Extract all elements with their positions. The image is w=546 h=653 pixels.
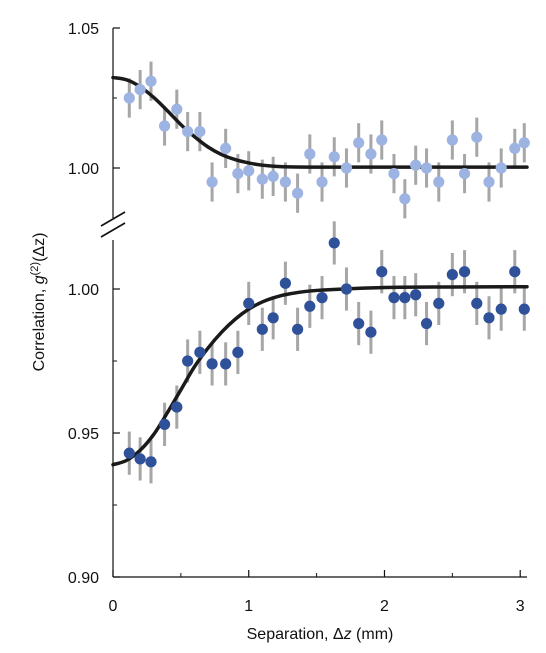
- fit-line: [111, 75, 529, 169]
- data-point: [410, 159, 422, 171]
- data-point: [365, 148, 377, 160]
- data-point: [518, 303, 530, 315]
- y-tick-label: 0.90: [68, 570, 99, 587]
- y-tick-label: 0.95: [68, 426, 99, 443]
- data-point: [388, 292, 400, 304]
- data-point: [232, 168, 244, 180]
- data-point: [365, 326, 377, 338]
- data-point: [134, 84, 146, 96]
- x-tick-label: 2: [380, 598, 389, 615]
- y-axis-title: Correlation, g(2)(Δz): [29, 233, 48, 372]
- axis-break-line: [100, 222, 126, 238]
- lower-panel: [111, 221, 530, 484]
- data-point: [206, 358, 218, 370]
- data-point: [194, 346, 206, 358]
- data-point: [279, 277, 291, 289]
- data-point: [134, 453, 146, 465]
- data-point: [220, 358, 232, 370]
- data-point: [471, 131, 483, 143]
- data-point: [328, 151, 340, 163]
- data-point: [182, 126, 194, 138]
- data-point: [328, 237, 340, 249]
- data-point: [458, 168, 471, 180]
- data-point: [220, 142, 232, 154]
- data-point: [292, 187, 304, 199]
- data-point: [182, 355, 194, 367]
- axes: 1.00 1.05 0.90 0.95 1.00 0 1 2 3: [68, 21, 527, 615]
- data-point: [194, 126, 206, 138]
- data-point: [232, 346, 244, 358]
- data-point: [304, 148, 316, 160]
- data-point: [509, 266, 521, 278]
- data-point: [399, 292, 411, 304]
- x-tick-label: 1: [244, 598, 253, 615]
- data-point: [446, 269, 458, 281]
- data-point: [171, 103, 183, 115]
- data-point: [399, 193, 411, 205]
- data-point: [410, 289, 422, 301]
- x-tick-label: 0: [109, 598, 118, 615]
- data-point: [518, 137, 530, 149]
- x-ticks: 0 1 2 3: [109, 570, 525, 615]
- data-point: [256, 323, 268, 335]
- data-point: [206, 176, 218, 188]
- data-point: [446, 134, 458, 146]
- data-point: [267, 312, 279, 324]
- data-point: [495, 162, 507, 174]
- data-point: [145, 456, 157, 468]
- data-point: [458, 266, 471, 278]
- data-point: [353, 317, 365, 330]
- data-point: [340, 162, 353, 174]
- data-point: [509, 142, 521, 154]
- data-point: [243, 165, 255, 177]
- data-point: [243, 297, 255, 309]
- data-point: [483, 176, 495, 188]
- data-point: [145, 75, 157, 87]
- data-point: [123, 447, 135, 459]
- data-point: [316, 292, 328, 304]
- data-point: [279, 176, 291, 188]
- data-point: [483, 312, 495, 324]
- data-point: [316, 176, 328, 188]
- axis-break-line: [100, 211, 126, 227]
- data-point: [123, 92, 135, 104]
- data-point: [471, 297, 483, 309]
- y-tick-label: 1.00: [68, 282, 99, 299]
- y-tick-label: 1.00: [68, 161, 99, 178]
- x-axis-title: Separation, Δz (mm): [247, 626, 394, 643]
- data-point: [433, 176, 445, 188]
- fit-line: [111, 284, 529, 467]
- data-point: [158, 418, 171, 430]
- data-point: [433, 297, 445, 309]
- data-point: [376, 266, 388, 278]
- data-point: [420, 162, 433, 174]
- data-point: [353, 137, 365, 149]
- data-point: [420, 317, 433, 330]
- data-point: [171, 401, 183, 413]
- data-point: [376, 134, 388, 146]
- data-point: [292, 323, 304, 335]
- y-tick-label: 1.05: [68, 21, 99, 38]
- upper-panel: [111, 61, 530, 219]
- data-point: [340, 283, 353, 295]
- y-ticks: 1.00 1.05 0.90 0.95 1.00: [68, 21, 120, 587]
- data-point: [304, 300, 316, 312]
- data-point: [256, 173, 268, 185]
- data-point: [495, 303, 507, 315]
- data-point: [267, 170, 279, 182]
- x-tick-label: 3: [516, 598, 525, 615]
- data-point: [158, 120, 171, 132]
- data-point: [388, 168, 400, 180]
- axis-break-mark: [100, 211, 130, 240]
